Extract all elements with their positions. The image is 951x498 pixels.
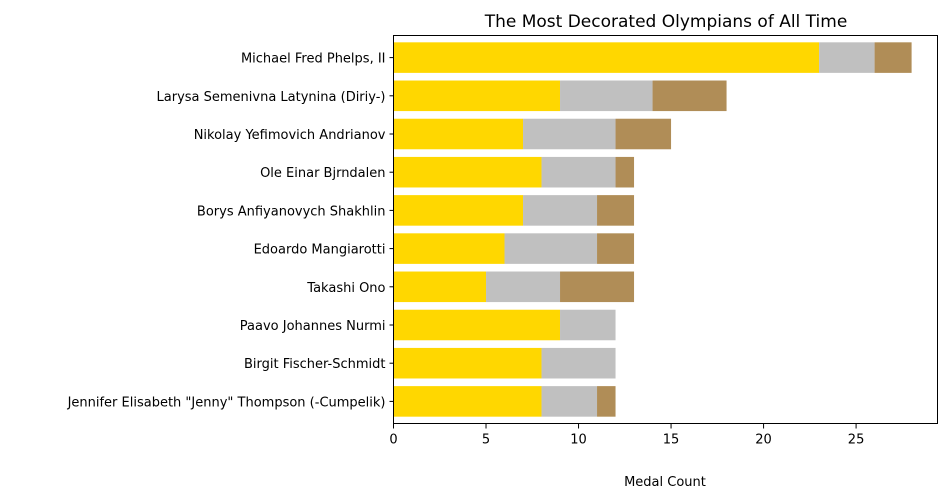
bar-segment-3-row-7 bbox=[560, 271, 635, 303]
bar-segment-3-row-1 bbox=[874, 42, 912, 73]
bar-segment-1-row-6 bbox=[393, 233, 505, 264]
bar-segment-1-row-5 bbox=[393, 195, 524, 226]
x-tick-label: 10 bbox=[570, 433, 587, 448]
y-tick-label: Takashi Ono bbox=[306, 281, 385, 296]
bar-segment-1-row-1 bbox=[393, 42, 820, 73]
bar-segment-2-row-5 bbox=[523, 195, 598, 226]
y-tick-label: Larysa Semenivna Latynina (Diriy-) bbox=[157, 90, 386, 105]
bar-segment-2-row-1 bbox=[819, 42, 875, 73]
chart-title: The Most Decorated Olympians of All Time bbox=[484, 12, 848, 32]
bar-segment-3-row-5 bbox=[597, 195, 635, 226]
y-tick-label: Nikolay Yefimovich Andrianov bbox=[194, 128, 386, 143]
y-tick-label: Ole Einar Bjrndalen bbox=[260, 166, 385, 181]
bar-segment-1-row-10 bbox=[393, 386, 542, 417]
plot-frame bbox=[393, 35, 938, 424]
bar-segment-3-row-6 bbox=[597, 233, 635, 264]
y-tick-label: Jennifer Elisabeth "Jenny" Thompson (-Cu… bbox=[67, 395, 386, 410]
x-tick-label: 5 bbox=[482, 433, 490, 448]
bar-segment-2-row-3 bbox=[523, 118, 616, 150]
bar-segment-2-row-10 bbox=[541, 386, 598, 417]
bar-segment-2-row-8 bbox=[560, 309, 616, 341]
bar-segment-2-row-2 bbox=[560, 80, 653, 112]
bar-segment-2-row-4 bbox=[541, 156, 616, 188]
bar-segment-1-row-8 bbox=[393, 309, 561, 341]
bars-layer bbox=[393, 42, 912, 417]
bar-segment-1-row-3 bbox=[393, 118, 524, 150]
x-tick-label: 0 bbox=[389, 433, 397, 448]
bar-segment-2-row-6 bbox=[504, 233, 598, 264]
x-tick-label: 15 bbox=[663, 433, 680, 448]
bar-segment-3-row-2 bbox=[652, 80, 727, 112]
bar-segment-3-row-10 bbox=[597, 386, 616, 417]
y-tick-label: Michael Fred Phelps, II bbox=[241, 52, 386, 67]
y-tick-label: Paavo Johannes Nurmi bbox=[240, 319, 386, 334]
bar-segment-2-row-7 bbox=[486, 271, 561, 303]
bar-segment-2-row-9 bbox=[541, 347, 616, 379]
y-axis-labels: Michael Fred Phelps, II Larysa Semenivna … bbox=[67, 52, 394, 410]
y-tick-label: Borys Anfiyanovych Shakhlin bbox=[197, 204, 386, 219]
bar-segment-1-row-9 bbox=[393, 347, 542, 379]
y-tick-label: Birgit Fischer-Schmidt bbox=[244, 357, 386, 372]
bar-segment-1-row-2 bbox=[393, 80, 561, 112]
x-tick-label: 20 bbox=[755, 433, 772, 448]
bar-segment-3-row-3 bbox=[615, 118, 672, 150]
bar-segment-3-row-4 bbox=[615, 156, 635, 188]
bar-segment-1-row-4 bbox=[393, 156, 542, 188]
x-tick-label: 25 bbox=[848, 433, 865, 448]
x-axis: 0 5 10 15 20 25 bbox=[389, 423, 865, 448]
bar-segment-1-row-7 bbox=[393, 271, 487, 303]
x-axis-label: Medal Count bbox=[624, 475, 706, 490]
y-tick-label: Edoardo Mangiarotti bbox=[254, 243, 386, 258]
